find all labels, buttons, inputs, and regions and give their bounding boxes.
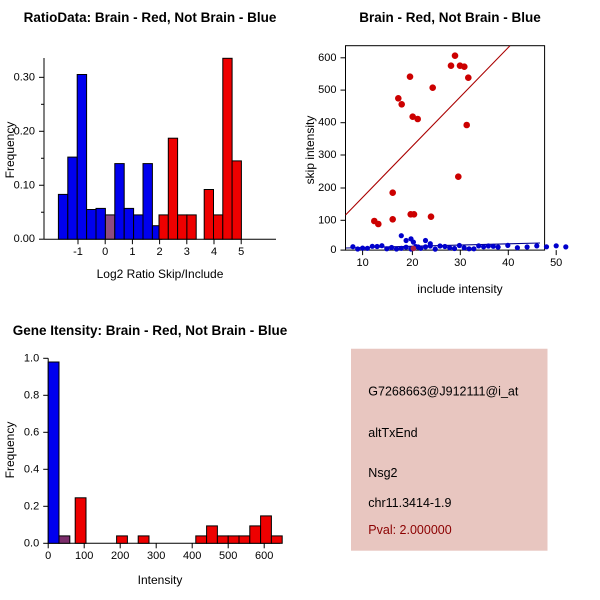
svg-text:Frequency: Frequency <box>3 122 17 179</box>
svg-text:Frequency: Frequency <box>3 422 17 479</box>
svg-text:200: 200 <box>318 182 336 194</box>
svg-text:0: 0 <box>102 246 108 258</box>
svg-text:20: 20 <box>406 257 418 269</box>
svg-text:Gene Itensity: Brain - Red, No: Gene Itensity: Brain - Red, Not Brain - … <box>13 323 288 338</box>
svg-text:0.4: 0.4 <box>24 463 39 475</box>
svg-text:skip intensity: skip intensity <box>303 116 317 185</box>
svg-text:400: 400 <box>318 117 336 129</box>
svg-text:Nsg2: Nsg2 <box>368 466 397 480</box>
svg-text:0.2: 0.2 <box>24 500 39 512</box>
svg-text:100: 100 <box>318 214 336 226</box>
svg-text:Pval: 2.000000: Pval: 2.000000 <box>368 523 451 537</box>
svg-text:400: 400 <box>183 550 201 562</box>
svg-text:-1: -1 <box>73 246 83 258</box>
svg-text:Intensity: Intensity <box>138 573 183 587</box>
svg-text:3: 3 <box>184 246 190 258</box>
svg-text:0.10: 0.10 <box>14 179 35 191</box>
svg-text:300: 300 <box>318 149 336 161</box>
svg-text:0.8: 0.8 <box>24 389 39 401</box>
svg-text:G7268663@J912111@i_at: G7268663@J912111@i_at <box>368 385 519 399</box>
svg-text:2: 2 <box>157 246 163 258</box>
svg-text:40: 40 <box>502 257 514 269</box>
svg-text:500: 500 <box>318 84 336 96</box>
svg-text:30: 30 <box>454 257 466 269</box>
svg-text:1: 1 <box>129 246 135 258</box>
svg-text:0.6: 0.6 <box>24 426 39 438</box>
svg-text:0.00: 0.00 <box>14 233 35 245</box>
svg-text:500: 500 <box>219 550 237 562</box>
svg-text:RatioData: Brain - Red, Not Br: RatioData: Brain - Red, Not Brain - Blue <box>24 10 277 25</box>
svg-text:10: 10 <box>356 257 368 269</box>
svg-text:1.0: 1.0 <box>24 352 39 364</box>
svg-text:altTxEnd: altTxEnd <box>368 426 417 440</box>
svg-text:Brain - Red, Not Brain - Blue: Brain - Red, Not Brain - Blue <box>359 10 541 25</box>
svg-text:Log2 Ratio Skip/Include: Log2 Ratio Skip/Include <box>97 267 224 281</box>
svg-text:0: 0 <box>45 550 51 562</box>
svg-text:200: 200 <box>111 550 129 562</box>
svg-text:0.30: 0.30 <box>14 71 35 83</box>
svg-text:4: 4 <box>211 246 217 258</box>
svg-text:include intensity: include intensity <box>417 282 502 296</box>
svg-text:0: 0 <box>330 244 336 256</box>
svg-text:600: 600 <box>318 52 336 64</box>
svg-text:5: 5 <box>238 246 244 258</box>
svg-text:300: 300 <box>147 550 165 562</box>
svg-text:50: 50 <box>550 257 562 269</box>
svg-text:600: 600 <box>255 550 273 562</box>
svg-text:100: 100 <box>75 550 93 562</box>
svg-text:0.0: 0.0 <box>24 537 39 549</box>
svg-text:chr11.3414-1.9: chr11.3414-1.9 <box>368 496 451 510</box>
